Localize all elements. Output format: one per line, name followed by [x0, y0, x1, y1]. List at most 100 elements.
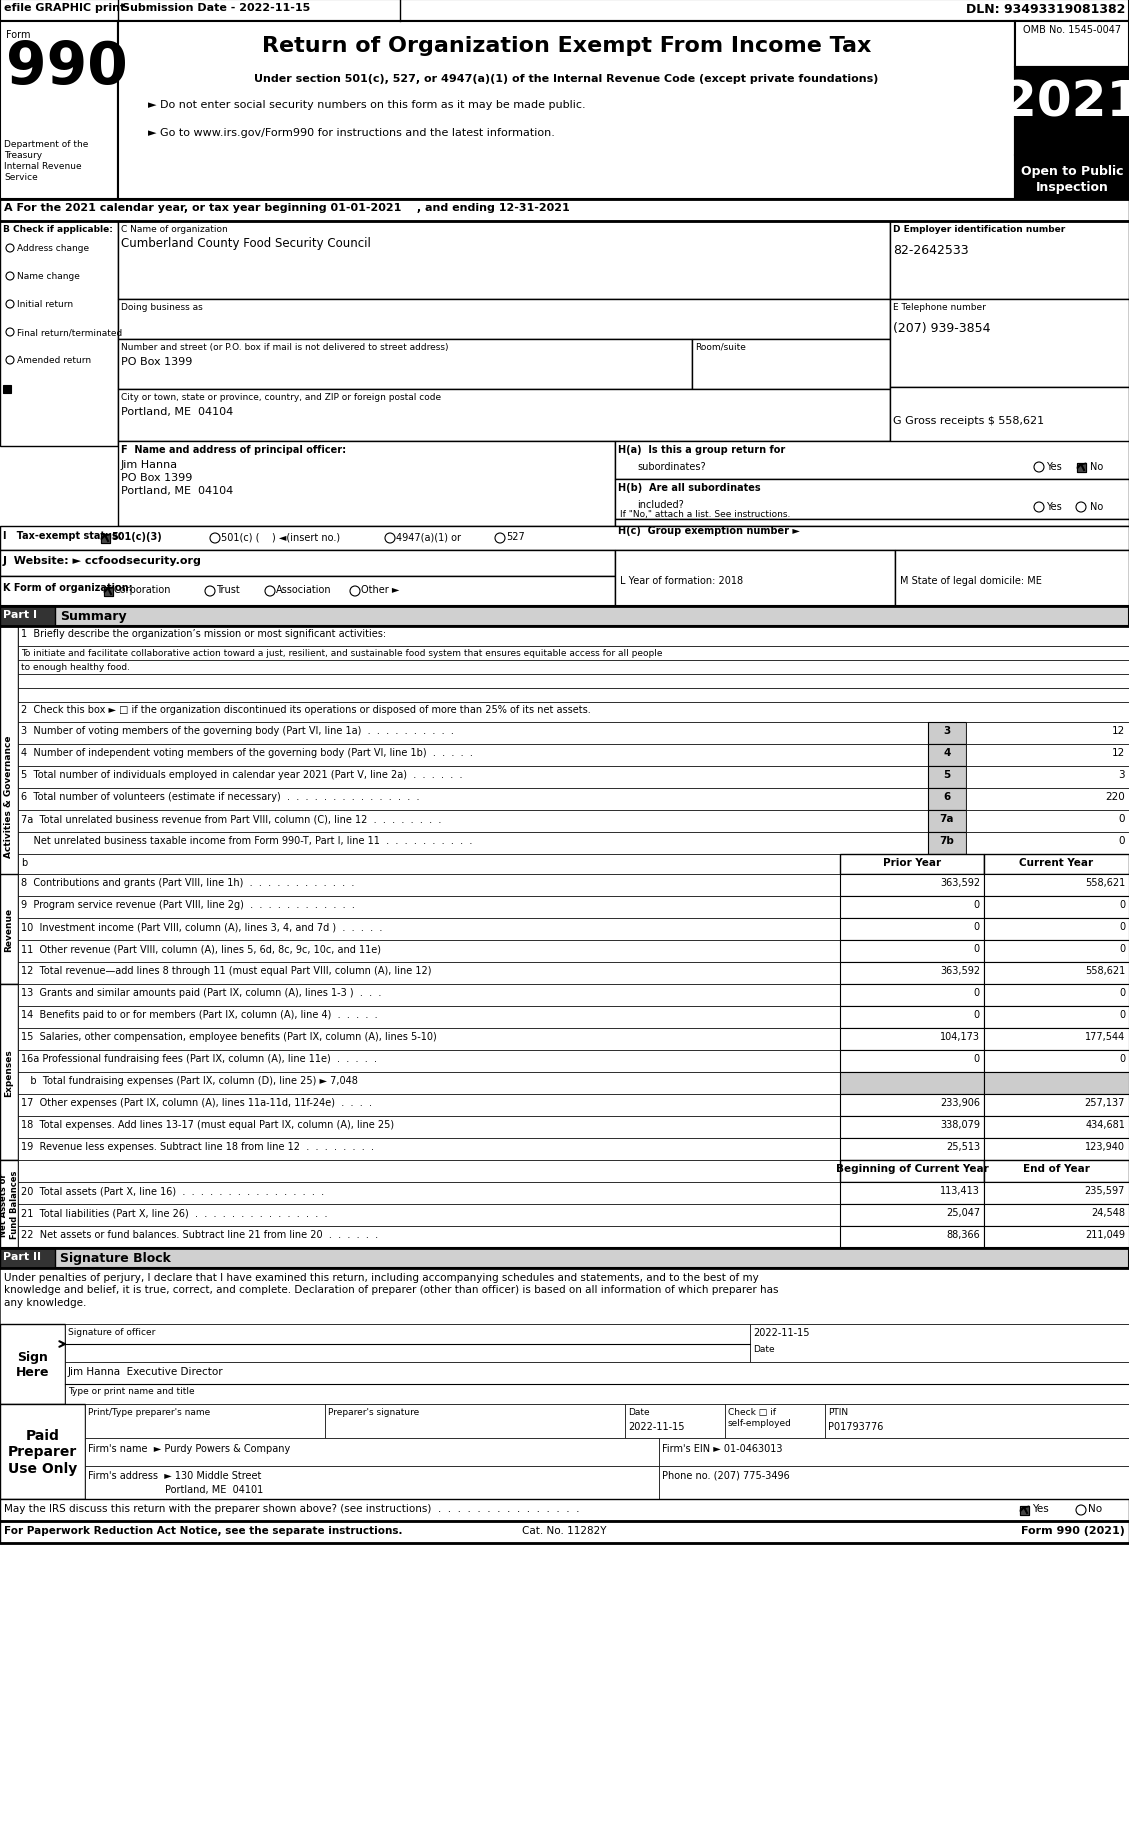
Text: 13  Grants and similar amounts paid (Part IX, column (A), lines 1-3 )  .  .  .: 13 Grants and similar amounts paid (Part… — [21, 988, 382, 997]
Text: 18  Total expenses. Add lines 13-17 (must equal Part IX, column (A), line 25): 18 Total expenses. Add lines 13-17 (must… — [21, 1120, 394, 1129]
Bar — [615, 551, 895, 608]
Text: 12  Total revenue—add lines 8 through 11 (must equal Part VIII, column (A), line: 12 Total revenue—add lines 8 through 11 … — [21, 966, 431, 975]
Bar — [18, 897, 840, 919]
Bar — [840, 941, 984, 963]
Text: 4947(a)(1) or: 4947(a)(1) or — [396, 533, 461, 542]
Bar — [85, 1466, 659, 1499]
Bar — [1076, 463, 1085, 472]
Text: To initiate and facilitate collaborative action toward a just, resilient, and su: To initiate and facilitate collaborative… — [21, 648, 663, 657]
Bar — [18, 833, 928, 855]
Bar — [840, 985, 984, 1007]
Text: ► Do not enter social security numbers on this form as it may be made public.: ► Do not enter social security numbers o… — [148, 101, 586, 110]
Text: ► Go to www.irs.gov/Form990 for instructions and the latest information.: ► Go to www.irs.gov/Form990 for instruct… — [148, 128, 554, 137]
Text: 19  Revenue less expenses. Subtract line 18 from line 12  .  .  .  .  .  .  .  .: 19 Revenue less expenses. Subtract line … — [21, 1142, 374, 1151]
Bar — [0, 1248, 1129, 1268]
Bar — [840, 897, 984, 919]
Text: 104,173: 104,173 — [940, 1032, 980, 1041]
Bar — [890, 300, 1129, 388]
Text: 0: 0 — [1119, 1010, 1124, 1019]
Text: For Paperwork Reduction Act Notice, see the separate instructions.: For Paperwork Reduction Act Notice, see … — [5, 1524, 403, 1535]
Bar — [725, 1404, 825, 1438]
Text: efile GRAPHIC print: efile GRAPHIC print — [5, 4, 125, 13]
Bar — [928, 833, 966, 855]
Bar — [0, 22, 119, 199]
Text: 4  Number of independent voting members of the governing body (Part VI, line 1b): 4 Number of independent voting members o… — [21, 748, 473, 758]
Text: Check □ if
self-employed: Check □ if self-employed — [728, 1407, 791, 1427]
Text: 220: 220 — [1105, 792, 1124, 802]
Bar — [85, 1438, 659, 1466]
Bar — [18, 1182, 840, 1204]
Text: Return of Organization Exempt From Income Tax: Return of Organization Exempt From Incom… — [262, 37, 872, 57]
Bar — [0, 0, 1129, 22]
Text: 527: 527 — [506, 533, 525, 542]
Bar — [984, 1204, 1129, 1226]
Bar — [85, 1404, 325, 1438]
Text: Date: Date — [753, 1345, 774, 1352]
Text: 363,592: 363,592 — [939, 966, 980, 975]
Text: No: No — [1089, 461, 1103, 472]
Bar — [18, 985, 840, 1007]
Text: No: No — [1088, 1502, 1102, 1513]
Text: Trust: Trust — [216, 584, 239, 595]
Text: A For the 2021 calendar year, or tax year beginning 01-01-2021    , and ending 1: A For the 2021 calendar year, or tax yea… — [5, 203, 570, 212]
Bar — [0, 1521, 1129, 1543]
Text: Summary: Summary — [60, 609, 126, 622]
Text: 16a Professional fundraising fees (Part IX, column (A), line 11e)  .  .  .  .  .: 16a Professional fundraising fees (Part … — [21, 1054, 377, 1063]
Bar — [0, 1325, 65, 1404]
Bar — [119, 300, 890, 340]
Text: 25,047: 25,047 — [946, 1208, 980, 1217]
Bar — [3, 386, 11, 393]
Text: 7a: 7a — [939, 814, 954, 824]
Bar — [625, 1404, 725, 1438]
Bar — [840, 919, 984, 941]
Text: 88,366: 88,366 — [946, 1230, 980, 1239]
Text: 22  Net assets or fund balances. Subtract line 21 from line 20  .  .  .  .  .  .: 22 Net assets or fund balances. Subtract… — [21, 1230, 378, 1239]
Text: 233,906: 233,906 — [940, 1098, 980, 1107]
Text: Doing business as: Doing business as — [121, 302, 203, 311]
Bar — [119, 390, 890, 441]
Text: 0: 0 — [974, 922, 980, 931]
Text: 2  Check this box ► □ if the organization discontinued its operations or dispose: 2 Check this box ► □ if the organization… — [21, 705, 590, 714]
Text: M State of legal domicile: ME: M State of legal domicile: ME — [900, 576, 1042, 586]
Bar — [0, 576, 615, 608]
Text: 5  Total number of individuals employed in calendar year 2021 (Part V, line 2a) : 5 Total number of individuals employed i… — [21, 770, 463, 780]
Text: 0: 0 — [974, 944, 980, 953]
Text: Phone no. (207) 775-3496: Phone no. (207) 775-3496 — [662, 1469, 790, 1480]
Bar — [692, 340, 890, 390]
Bar — [0, 875, 18, 985]
Bar — [840, 1050, 984, 1072]
Text: Submission Date - 2022-11-15: Submission Date - 2022-11-15 — [122, 4, 310, 13]
Bar — [984, 1116, 1129, 1138]
Text: Type or print name and title: Type or print name and title — [68, 1387, 194, 1394]
Bar — [984, 1094, 1129, 1116]
Text: 0: 0 — [1119, 900, 1124, 910]
Bar — [1019, 1506, 1029, 1515]
Bar — [119, 22, 1015, 199]
Text: B Check if applicable:: B Check if applicable: — [3, 225, 113, 234]
Bar — [18, 855, 840, 875]
Text: E Telephone number: E Telephone number — [893, 302, 986, 311]
Bar — [18, 1226, 840, 1248]
Bar — [0, 1404, 85, 1499]
Bar — [18, 941, 840, 963]
Text: P01793776: P01793776 — [828, 1422, 883, 1431]
Text: I   Tax-exempt status:: I Tax-exempt status: — [3, 531, 122, 540]
Text: Initial return: Initial return — [17, 300, 73, 309]
Text: 558,621: 558,621 — [1085, 966, 1124, 975]
Text: L Year of formation: 2018: L Year of formation: 2018 — [620, 576, 743, 586]
Text: 3: 3 — [944, 727, 951, 736]
Bar — [840, 875, 984, 897]
Text: 113,413: 113,413 — [940, 1186, 980, 1195]
Bar — [18, 963, 840, 985]
Text: Part I: Part I — [3, 609, 37, 620]
Bar — [840, 1160, 984, 1182]
Text: H(a)  Is this a group return for: H(a) Is this a group return for — [618, 445, 786, 454]
Text: 177,544: 177,544 — [1085, 1032, 1124, 1041]
Bar — [0, 199, 1129, 221]
Text: 501(c)(3): 501(c)(3) — [111, 533, 161, 542]
Text: Revenue: Revenue — [5, 908, 14, 952]
Text: Open to Public
Inspection: Open to Public Inspection — [1021, 165, 1123, 194]
Bar — [928, 789, 966, 811]
Text: 7a  Total unrelated business revenue from Part VIII, column (C), line 12  .  .  : 7a Total unrelated business revenue from… — [21, 814, 441, 824]
Bar — [0, 527, 1129, 551]
